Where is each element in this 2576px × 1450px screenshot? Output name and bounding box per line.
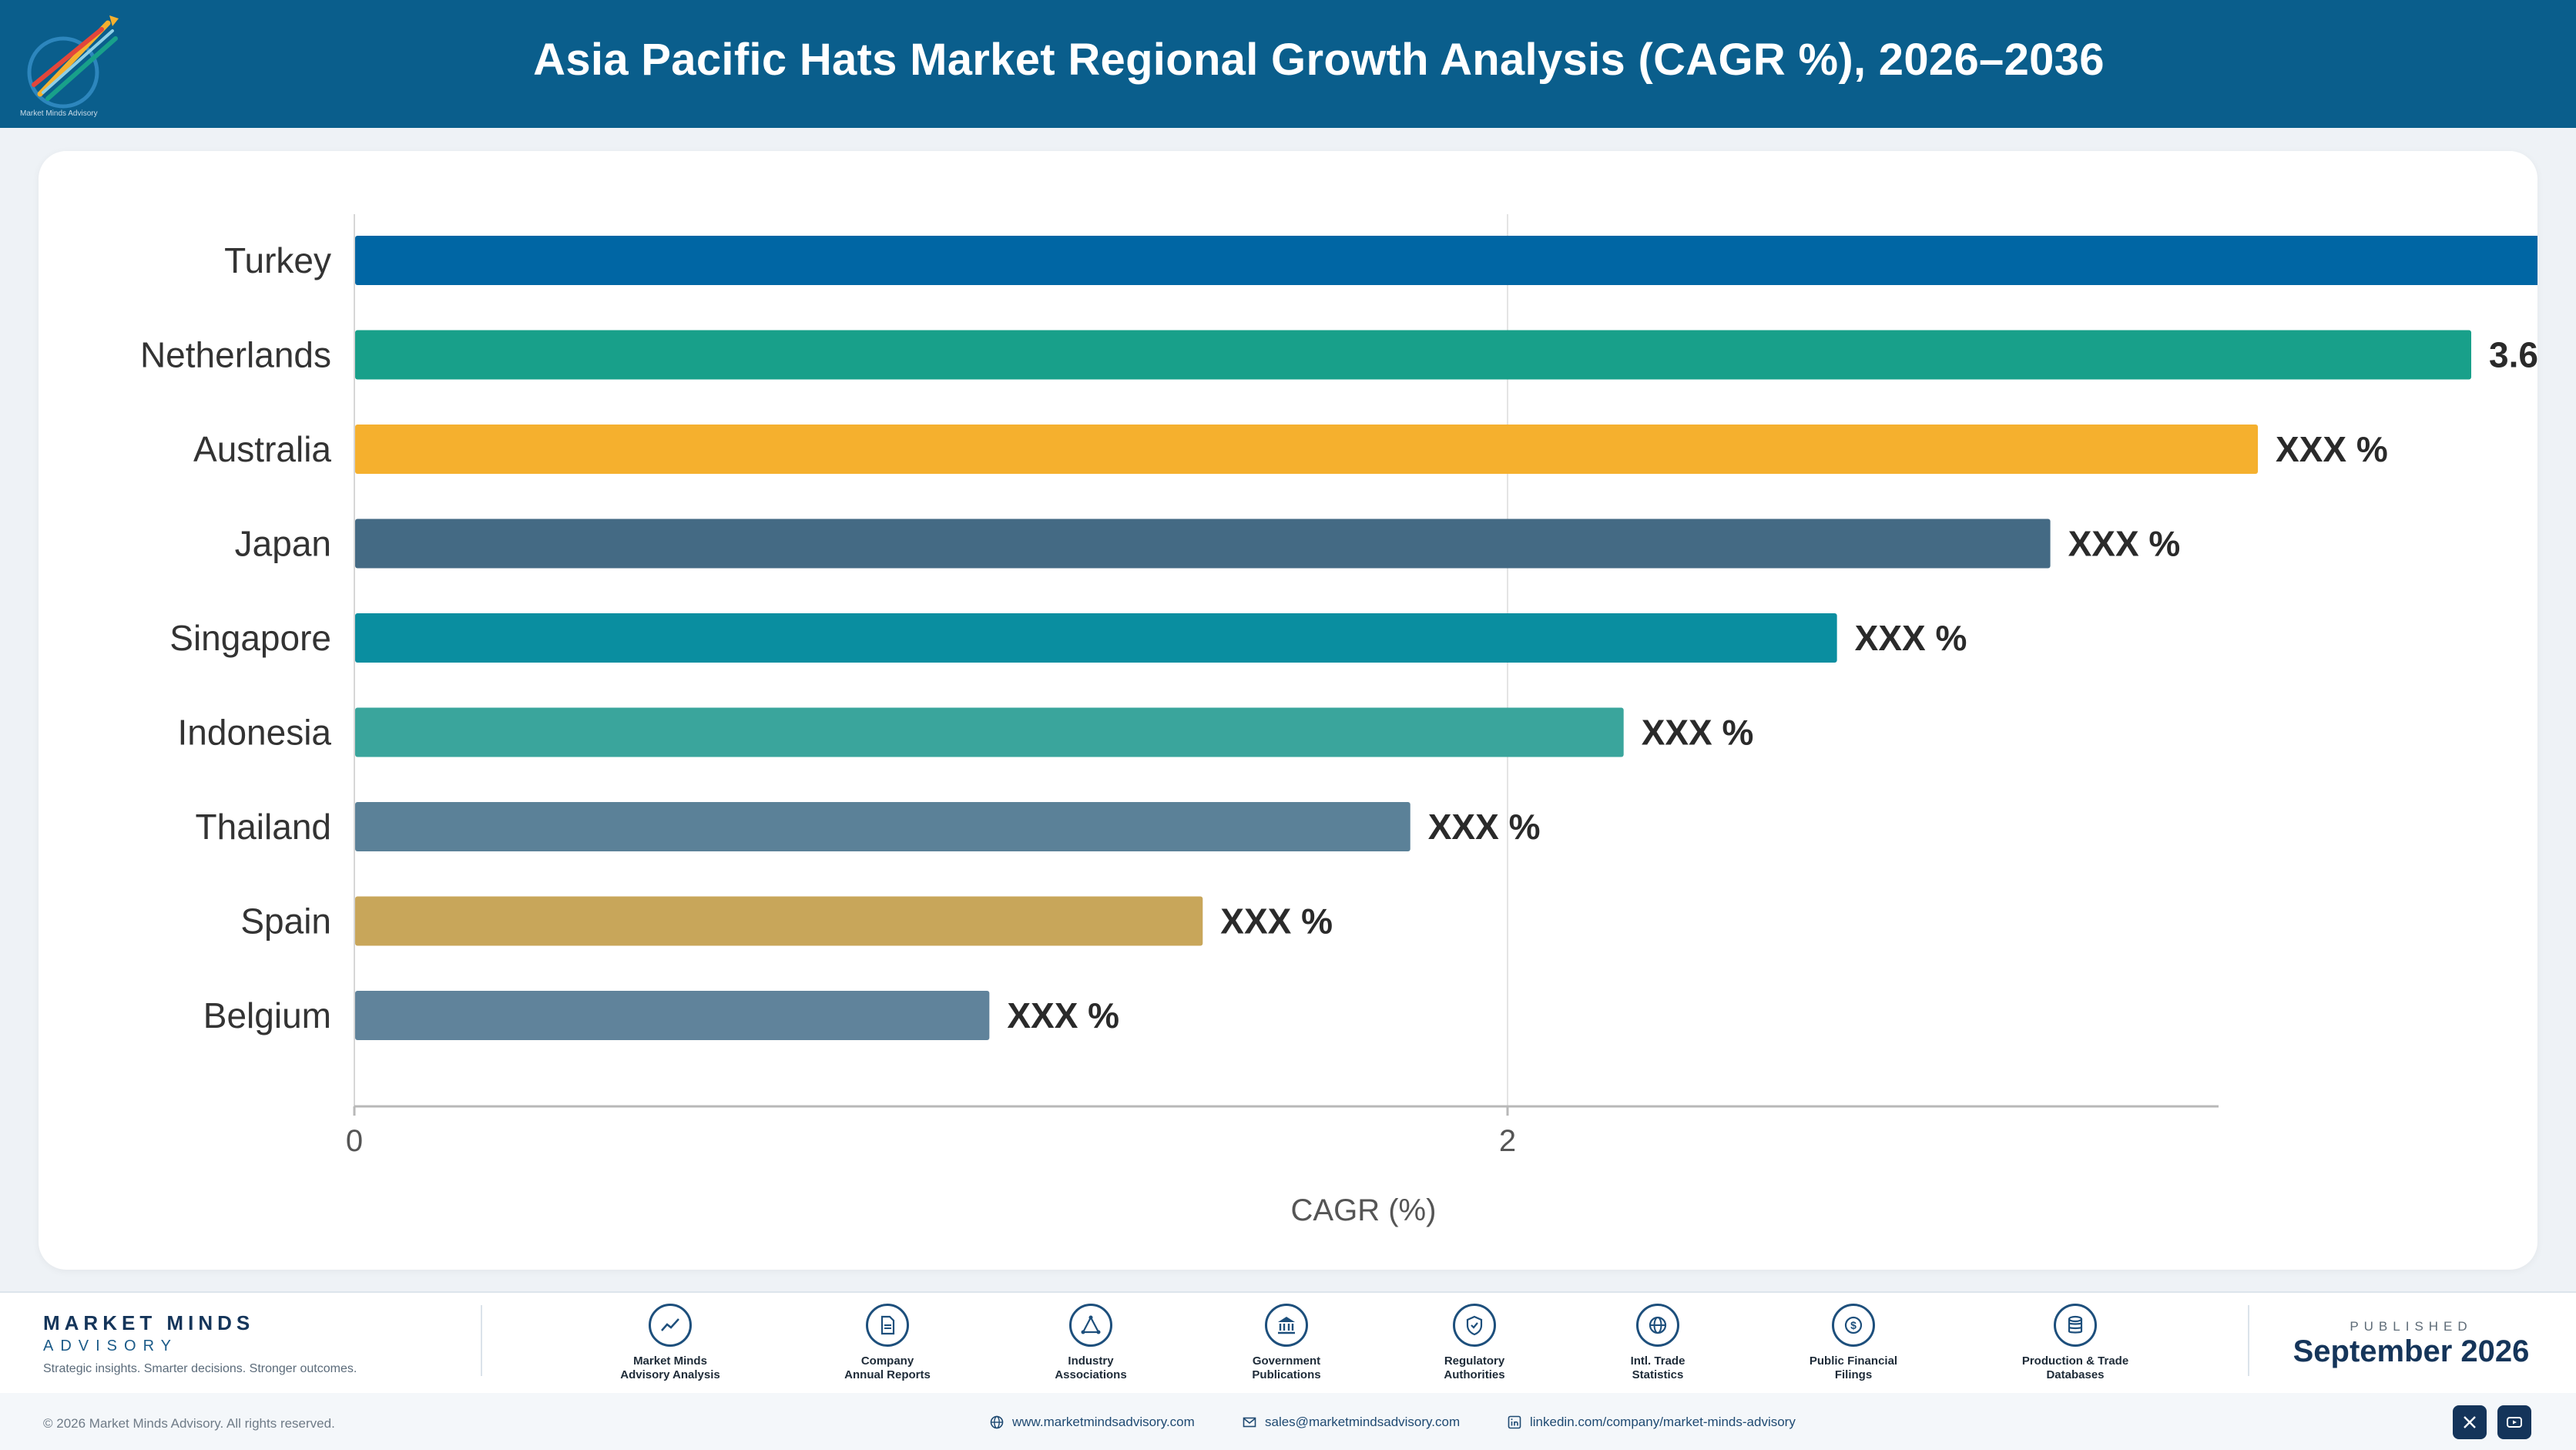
footer-upper: MARKET MINDS ADVISORY Strategic insights…	[0, 1293, 2576, 1393]
bar	[355, 896, 1203, 946]
category-label: Netherlands	[140, 335, 331, 375]
email-text: sales@marketmindsadvisory.com	[1265, 1415, 1461, 1429]
published-date: September 2026	[2293, 1334, 2530, 1368]
source-label: Intl. Trade Statistics	[1630, 1354, 1685, 1381]
trend-icon	[649, 1304, 692, 1347]
category-label: Singapore	[169, 618, 331, 658]
email-link[interactable]: sales@marketmindsadvisory.com	[1242, 1415, 1460, 1430]
logo-icon	[27, 15, 119, 109]
data-label: XXX %	[1642, 713, 1754, 753]
x-social-button[interactable]	[2453, 1405, 2487, 1439]
globe-icon	[1636, 1304, 1679, 1347]
linkedin-icon	[1508, 1415, 1521, 1429]
bar	[355, 330, 2471, 380]
category-label: Australia	[193, 429, 331, 469]
x-axis-title: CAGR (%)	[1291, 1193, 1437, 1227]
copyright: © 2026 Market Minds Advisory. All rights…	[43, 1416, 335, 1431]
source-label: Industry Associations	[1055, 1354, 1127, 1381]
page-title: Asia Pacific Hats Market Regional Growth…	[533, 35, 2105, 85]
svg-text:$: $	[1850, 1319, 1857, 1331]
bar-chart: Turkey4.14%Netherlands3.67%AustraliaXXX …	[140, 214, 2537, 1227]
bar	[355, 991, 990, 1040]
bar	[355, 425, 2259, 474]
bank-icon	[1265, 1304, 1308, 1347]
website-link[interactable]: www.marketmindsadvisory.com	[989, 1415, 1195, 1430]
source-company-annual-reports: Company Annual Reports	[803, 1304, 972, 1382]
source-label: Company Annual Reports	[844, 1354, 931, 1381]
linkedin-link[interactable]: linkedin.com/company/market-minds-adviso…	[1507, 1415, 1796, 1430]
brand-tagline: Strategic insights. Smarter decisions. S…	[43, 1362, 357, 1375]
linkedin-text: linkedin.com/company/market-minds-adviso…	[1530, 1415, 1796, 1429]
bar	[355, 707, 1624, 757]
mail-icon	[1243, 1417, 1256, 1428]
source-industry-associations: Industry Associations	[1006, 1304, 1176, 1382]
globe-icon	[990, 1415, 1004, 1429]
divider	[481, 1305, 482, 1376]
published-label: PUBLISHED	[2350, 1319, 2473, 1334]
data-label: XXX %	[1220, 901, 1333, 941]
x-tick-label: 2	[1499, 1124, 1516, 1158]
data-label: XXX %	[2068, 524, 2181, 564]
data-label: XXX %	[2276, 429, 2388, 469]
category-label: Thailand	[196, 807, 331, 847]
source-public-financial-filings: $ Public Financial Filings	[1769, 1304, 1938, 1382]
source-label: Government Publications	[1252, 1354, 1321, 1381]
category-label: Indonesia	[178, 713, 332, 753]
coin-icon: $	[1832, 1304, 1875, 1347]
category-label: Spain	[240, 901, 331, 941]
source-label: Regulatory Authorities	[1444, 1354, 1505, 1381]
category-label: Japan	[235, 524, 331, 564]
network-icon	[1069, 1304, 1112, 1347]
youtube-icon	[2507, 1417, 2522, 1428]
data-label: XXX %	[1428, 807, 1541, 847]
category-label: Turkey	[224, 240, 331, 280]
x-tick-label: 0	[346, 1124, 363, 1158]
shield-icon	[1453, 1304, 1496, 1347]
source-label: Public Financial Filings	[1809, 1354, 1898, 1381]
bar	[355, 613, 1837, 663]
brand-name: MARKET MINDS	[43, 1311, 255, 1334]
database-icon	[2054, 1304, 2097, 1347]
youtube-social-button[interactable]	[2497, 1405, 2531, 1439]
data-label: XXX %	[1007, 995, 1119, 1035]
bar	[355, 236, 2537, 285]
source-government-publications: Government Publications	[1202, 1304, 1371, 1382]
brand-sub: ADVISORY	[43, 1338, 178, 1354]
document-icon	[866, 1304, 909, 1347]
source-market-minds-analysis: Market Minds Advisory Analysis	[585, 1304, 755, 1382]
category-label: Belgium	[203, 995, 331, 1035]
website-text: www.marketmindsadvisory.com	[1012, 1415, 1195, 1429]
bar	[355, 519, 2051, 569]
source-production-trade-databases: Production & Trade Databases	[1991, 1304, 2160, 1382]
data-label: XXX %	[1855, 618, 1967, 658]
source-label: Production & Trade Databases	[2021, 1354, 2129, 1381]
source-label: Market Minds Advisory Analysis	[620, 1354, 720, 1381]
data-label: 3.67%	[2489, 335, 2537, 375]
footer: MARKET MINDS ADVISORY Strategic insights…	[0, 1291, 2576, 1450]
chart-card: Turkey4.14%Netherlands3.67%AustraliaXXX …	[39, 151, 2537, 1270]
header-bar: Market Minds Advisory Asia Pacific Hats …	[0, 0, 2576, 128]
source-regulatory-authorities: Regulatory Authorities	[1390, 1304, 1559, 1382]
bar	[355, 802, 1410, 851]
divider	[2248, 1305, 2249, 1376]
logo-text: Market Minds Advisory	[20, 109, 98, 118]
x-icon	[2464, 1416, 2476, 1428]
source-intl-trade-statistics: Intl. Trade Statistics	[1573, 1304, 1742, 1382]
